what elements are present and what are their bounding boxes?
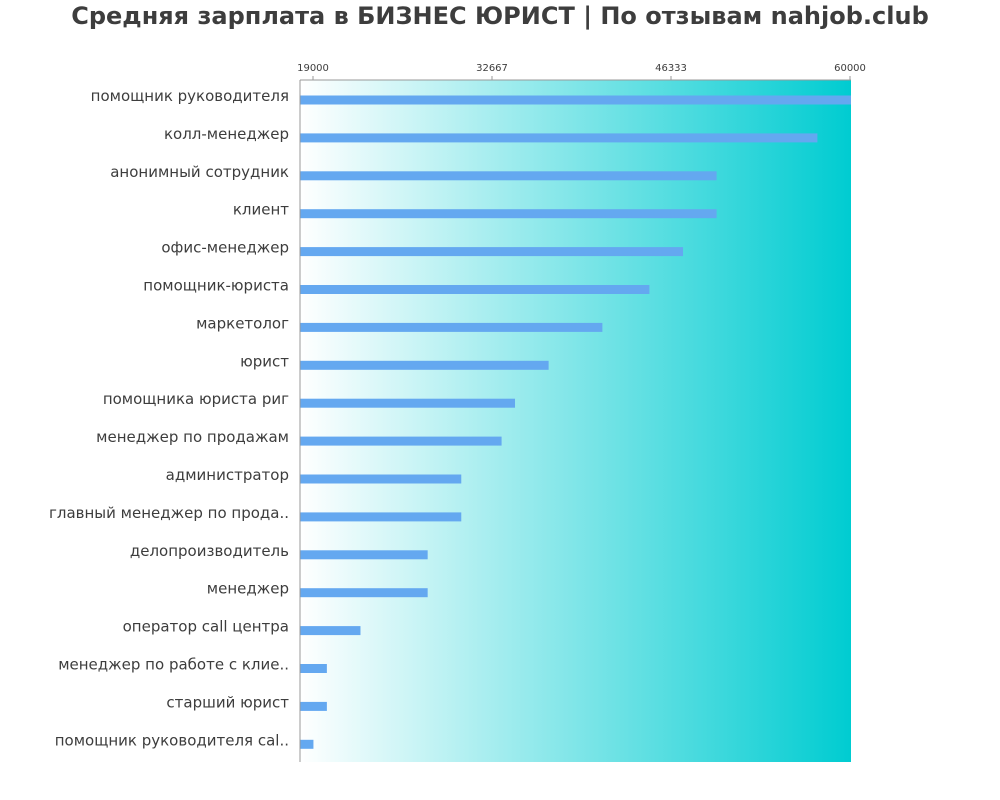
bar <box>300 360 549 370</box>
category-label: менеджер по продажам <box>96 428 289 446</box>
bar <box>300 209 717 219</box>
bar <box>300 436 502 446</box>
bar <box>300 95 851 105</box>
x-tick-label: 19000 <box>297 63 329 74</box>
bar <box>300 474 462 484</box>
chart-title: Средняя зарплата в БИЗНЕС ЮРИСТ | По отз… <box>71 2 929 30</box>
category-label: главный менеджер по прода.. <box>49 504 289 522</box>
category-label: оператор call центра <box>123 618 289 636</box>
category-label: помощника юриста риг <box>103 390 289 408</box>
plot-background <box>300 80 851 762</box>
category-label: помощник-юриста <box>143 277 289 295</box>
category-label: менеджер <box>207 580 289 598</box>
bar <box>300 739 314 749</box>
category-label: администратор <box>166 466 289 484</box>
category-label: менеджер по работе с клие.. <box>58 656 289 674</box>
x-tick-label: 32667 <box>476 63 508 74</box>
bar <box>300 550 428 560</box>
category-label: колл-менеджер <box>164 125 289 143</box>
bar <box>300 133 818 143</box>
category-label: анонимный сотрудник <box>110 163 289 181</box>
bar <box>300 701 327 711</box>
category-label: юрист <box>240 352 289 370</box>
bar <box>300 512 462 522</box>
bar <box>300 588 428 598</box>
category-label: помощник руководителя <box>91 87 289 105</box>
bar <box>300 322 603 332</box>
category-label: маркетолог <box>196 314 289 332</box>
bar <box>300 171 717 181</box>
bar <box>300 626 361 636</box>
bar <box>300 398 516 408</box>
category-label: клиент <box>233 201 289 219</box>
category-label: делопроизводитель <box>130 542 289 560</box>
category-label: старший юрист <box>166 693 289 711</box>
bar <box>300 285 650 294</box>
category-label: помощник руководителя cal.. <box>55 731 289 749</box>
bar <box>300 664 327 673</box>
x-tick-label: 46333 <box>655 63 687 74</box>
category-label: офис-менеджер <box>161 239 289 257</box>
bar <box>300 247 684 257</box>
x-tick-label: 60000 <box>834 63 866 74</box>
